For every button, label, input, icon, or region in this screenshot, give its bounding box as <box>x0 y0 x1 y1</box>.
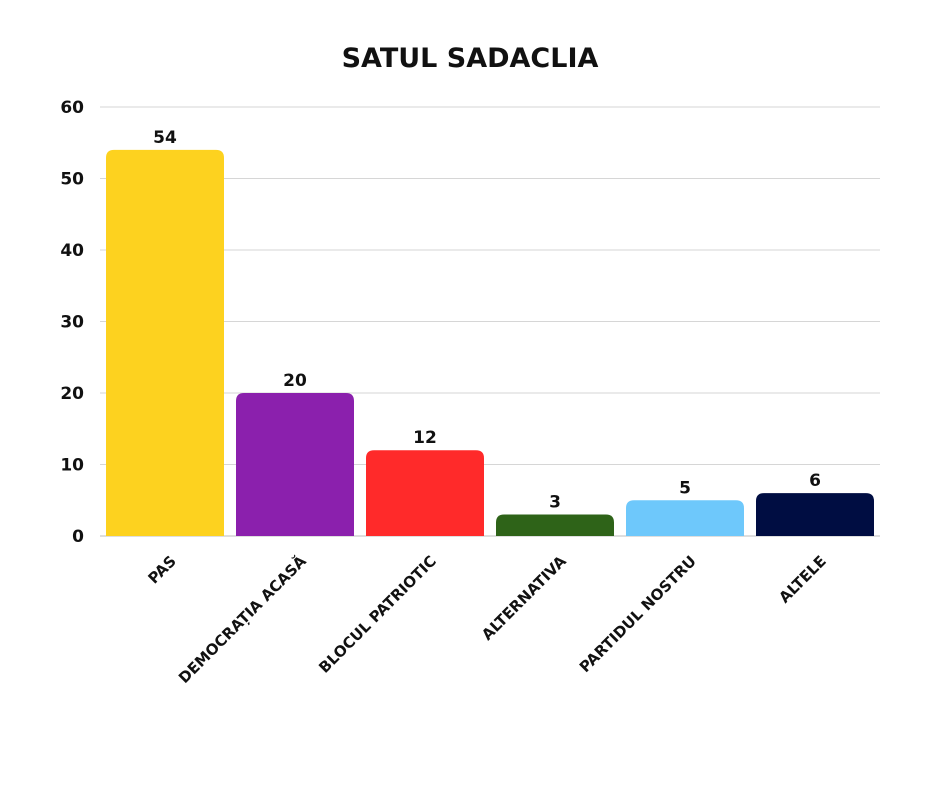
data-label: 3 <box>549 493 561 513</box>
x-tick-label: ALTELE <box>775 552 829 606</box>
x-tick-label: ALTERNATIVA <box>478 552 570 644</box>
bar-6 <box>756 493 874 536</box>
chart-title: SATUL SADACLIA <box>342 43 599 74</box>
x-tick-label: PARTIDUL NOSTRU <box>576 552 700 676</box>
bar-4 <box>496 514 614 536</box>
bar-5 <box>626 500 744 536</box>
bar-1 <box>106 149 224 536</box>
y-tick-label: 0 <box>72 527 84 547</box>
data-label: 5 <box>679 478 691 498</box>
y-tick-label: 50 <box>60 170 84 190</box>
data-label: 54 <box>153 128 177 148</box>
x-tick-label: PAS <box>144 552 179 587</box>
gridlines <box>100 106 880 537</box>
bars <box>106 149 874 536</box>
y-tick-label: 40 <box>60 241 84 261</box>
y-tick-label: 10 <box>60 456 84 476</box>
data-labels: 54 20 12 3 5 6 <box>153 128 821 513</box>
y-tick-label: 20 <box>60 384 84 404</box>
bar-2 <box>236 393 354 536</box>
y-axis-ticks: 0 10 20 30 40 50 60 <box>60 98 84 547</box>
bar-3 <box>366 450 484 536</box>
x-tick-label: DEMOCRAȚIA ACASĂ <box>174 551 310 687</box>
data-label: 6 <box>809 471 821 491</box>
x-tick-label: BLOCUL PATRIOTIC <box>315 552 440 677</box>
y-tick-label: 60 <box>60 98 84 118</box>
data-label: 12 <box>413 428 437 448</box>
y-tick-label: 30 <box>60 313 84 333</box>
data-label: 20 <box>283 371 307 391</box>
